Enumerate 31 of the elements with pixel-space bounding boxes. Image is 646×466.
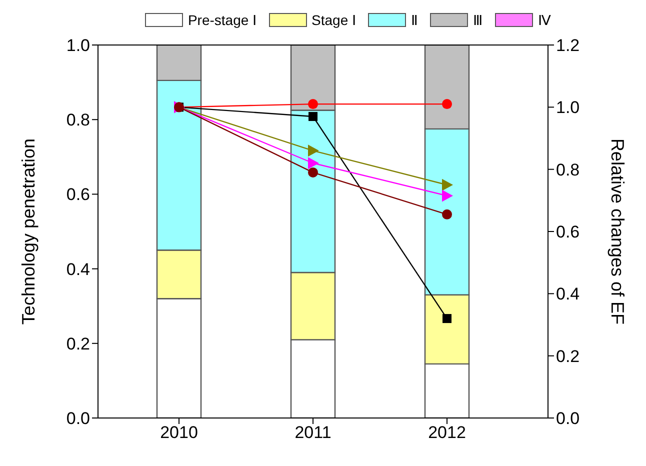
point [442, 190, 453, 202]
point [442, 99, 452, 110]
point [308, 157, 319, 170]
y-tick-label: 1.0 [66, 36, 90, 56]
point [442, 209, 452, 220]
legend-label: Ⅱ [411, 12, 418, 28]
y2-axis-title: Relative changes of EF [608, 138, 628, 325]
point [442, 314, 452, 324]
point [308, 112, 318, 121]
y2-tick-label: 0.2 [556, 346, 580, 366]
y-tick-label: 0.8 [66, 110, 90, 130]
legend-label: Ⅳ [538, 12, 552, 28]
y2-tick-label: 0.4 [556, 284, 580, 304]
y-tick-label: 0.0 [66, 409, 90, 428]
y2-tick-label: 1.0 [556, 98, 580, 118]
legend-label: Stage Ⅰ [312, 12, 356, 28]
x-tick-label: 2012 [428, 423, 466, 442]
y-tick-label: 0.6 [66, 185, 90, 204]
y2-tick-label: 0.6 [556, 222, 580, 242]
x-tick-label: 2010 [160, 423, 198, 442]
y-tick-label: 0.4 [66, 260, 90, 279]
y-axis-title: Technology penetration [18, 138, 38, 325]
legend-label: Pre-stage Ⅰ [188, 12, 257, 28]
y-tick-label: 0.2 [66, 334, 90, 354]
point [308, 99, 318, 110]
y2-tick-label: 0.8 [556, 160, 580, 180]
x-tick-label: 2011 [294, 423, 332, 442]
point [308, 167, 318, 178]
legend-label: Ⅲ [473, 12, 484, 28]
y2-tick-label: 1.2 [556, 36, 580, 56]
y2-tick-label: 0.0 [556, 409, 580, 428]
